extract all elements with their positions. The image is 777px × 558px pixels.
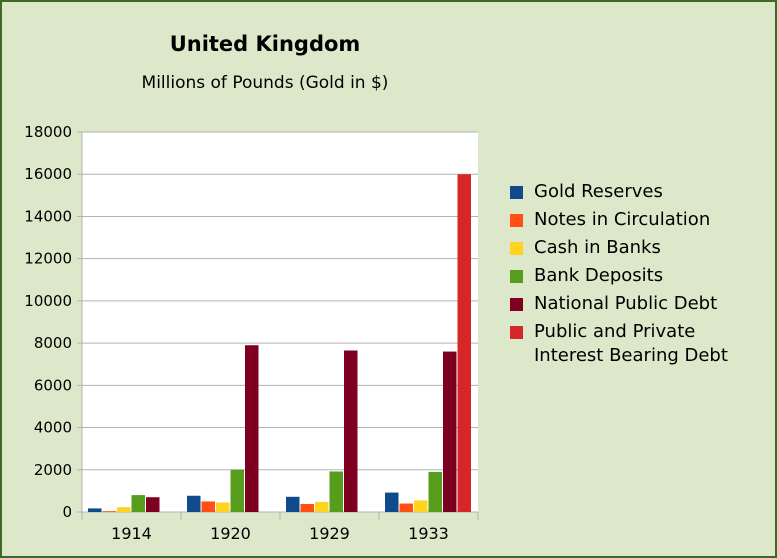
legend-item: Gold Reserves bbox=[510, 180, 760, 204]
legend-item: National Public Debt bbox=[510, 292, 760, 316]
bar bbox=[146, 497, 160, 512]
bar bbox=[286, 496, 300, 512]
bar bbox=[399, 503, 413, 512]
legend-swatch bbox=[510, 270, 523, 283]
y-tick-label: 18000 bbox=[24, 123, 72, 141]
bar bbox=[245, 345, 259, 512]
legend: Gold Reserves Notes in Circulation Cash in… bbox=[510, 180, 760, 372]
y-tick-label: 2000 bbox=[34, 461, 72, 479]
legend-item: Cash in Banks bbox=[510, 236, 760, 260]
legend-label: Public and Private Interest Bearing Debt bbox=[534, 321, 728, 366]
bar bbox=[187, 495, 201, 512]
y-tick-label: 6000 bbox=[34, 376, 72, 394]
legend-label: Notes in Circulation bbox=[534, 209, 711, 230]
x-tick-label: 1914 bbox=[111, 524, 152, 543]
legend-label: National Public Debt bbox=[534, 293, 718, 314]
bar bbox=[457, 174, 471, 512]
legend-swatch bbox=[510, 326, 523, 339]
legend-label: Bank Deposits bbox=[534, 265, 664, 286]
bar bbox=[230, 469, 244, 512]
bar bbox=[102, 511, 116, 512]
legend-label: Gold Reserves bbox=[534, 181, 663, 202]
legend-swatch bbox=[510, 214, 523, 227]
bar bbox=[329, 471, 343, 512]
plot-area bbox=[82, 132, 478, 512]
bar bbox=[300, 503, 314, 512]
legend-label: Cash in Banks bbox=[534, 237, 661, 258]
chart-title: United Kingdom bbox=[169, 32, 361, 56]
y-tick-label: 10000 bbox=[24, 292, 72, 310]
bar bbox=[443, 351, 457, 512]
bar bbox=[414, 500, 428, 512]
x-tick-label: 1929 bbox=[309, 524, 350, 543]
x-tick-label: 1920 bbox=[210, 524, 251, 543]
bar bbox=[88, 508, 102, 512]
bar bbox=[117, 507, 131, 512]
legend-swatch bbox=[510, 298, 523, 311]
y-tick-label: 16000 bbox=[24, 165, 72, 183]
y-tick-label: 14000 bbox=[24, 207, 72, 225]
chart-subtitle: Millions of Pounds (Gold in $) bbox=[141, 73, 389, 93]
bar bbox=[201, 501, 215, 512]
x-tick-label: 1933 bbox=[408, 524, 449, 543]
y-tick-label: 4000 bbox=[34, 419, 72, 437]
y-tick-label: 0 bbox=[62, 503, 72, 521]
legend-swatch bbox=[510, 242, 523, 255]
legend-item: Public and Private Interest Bearing Debt bbox=[510, 320, 760, 368]
bar bbox=[131, 495, 145, 512]
y-tick-label: 12000 bbox=[24, 250, 72, 268]
bar bbox=[216, 502, 230, 512]
legend-item: Bank Deposits bbox=[510, 264, 760, 288]
bar bbox=[344, 350, 358, 512]
bar bbox=[315, 501, 329, 512]
legend-swatch bbox=[510, 186, 523, 199]
y-tick-label: 8000 bbox=[34, 334, 72, 352]
legend-item: Notes in Circulation bbox=[510, 208, 760, 232]
bar bbox=[385, 492, 399, 512]
bar bbox=[428, 471, 442, 512]
